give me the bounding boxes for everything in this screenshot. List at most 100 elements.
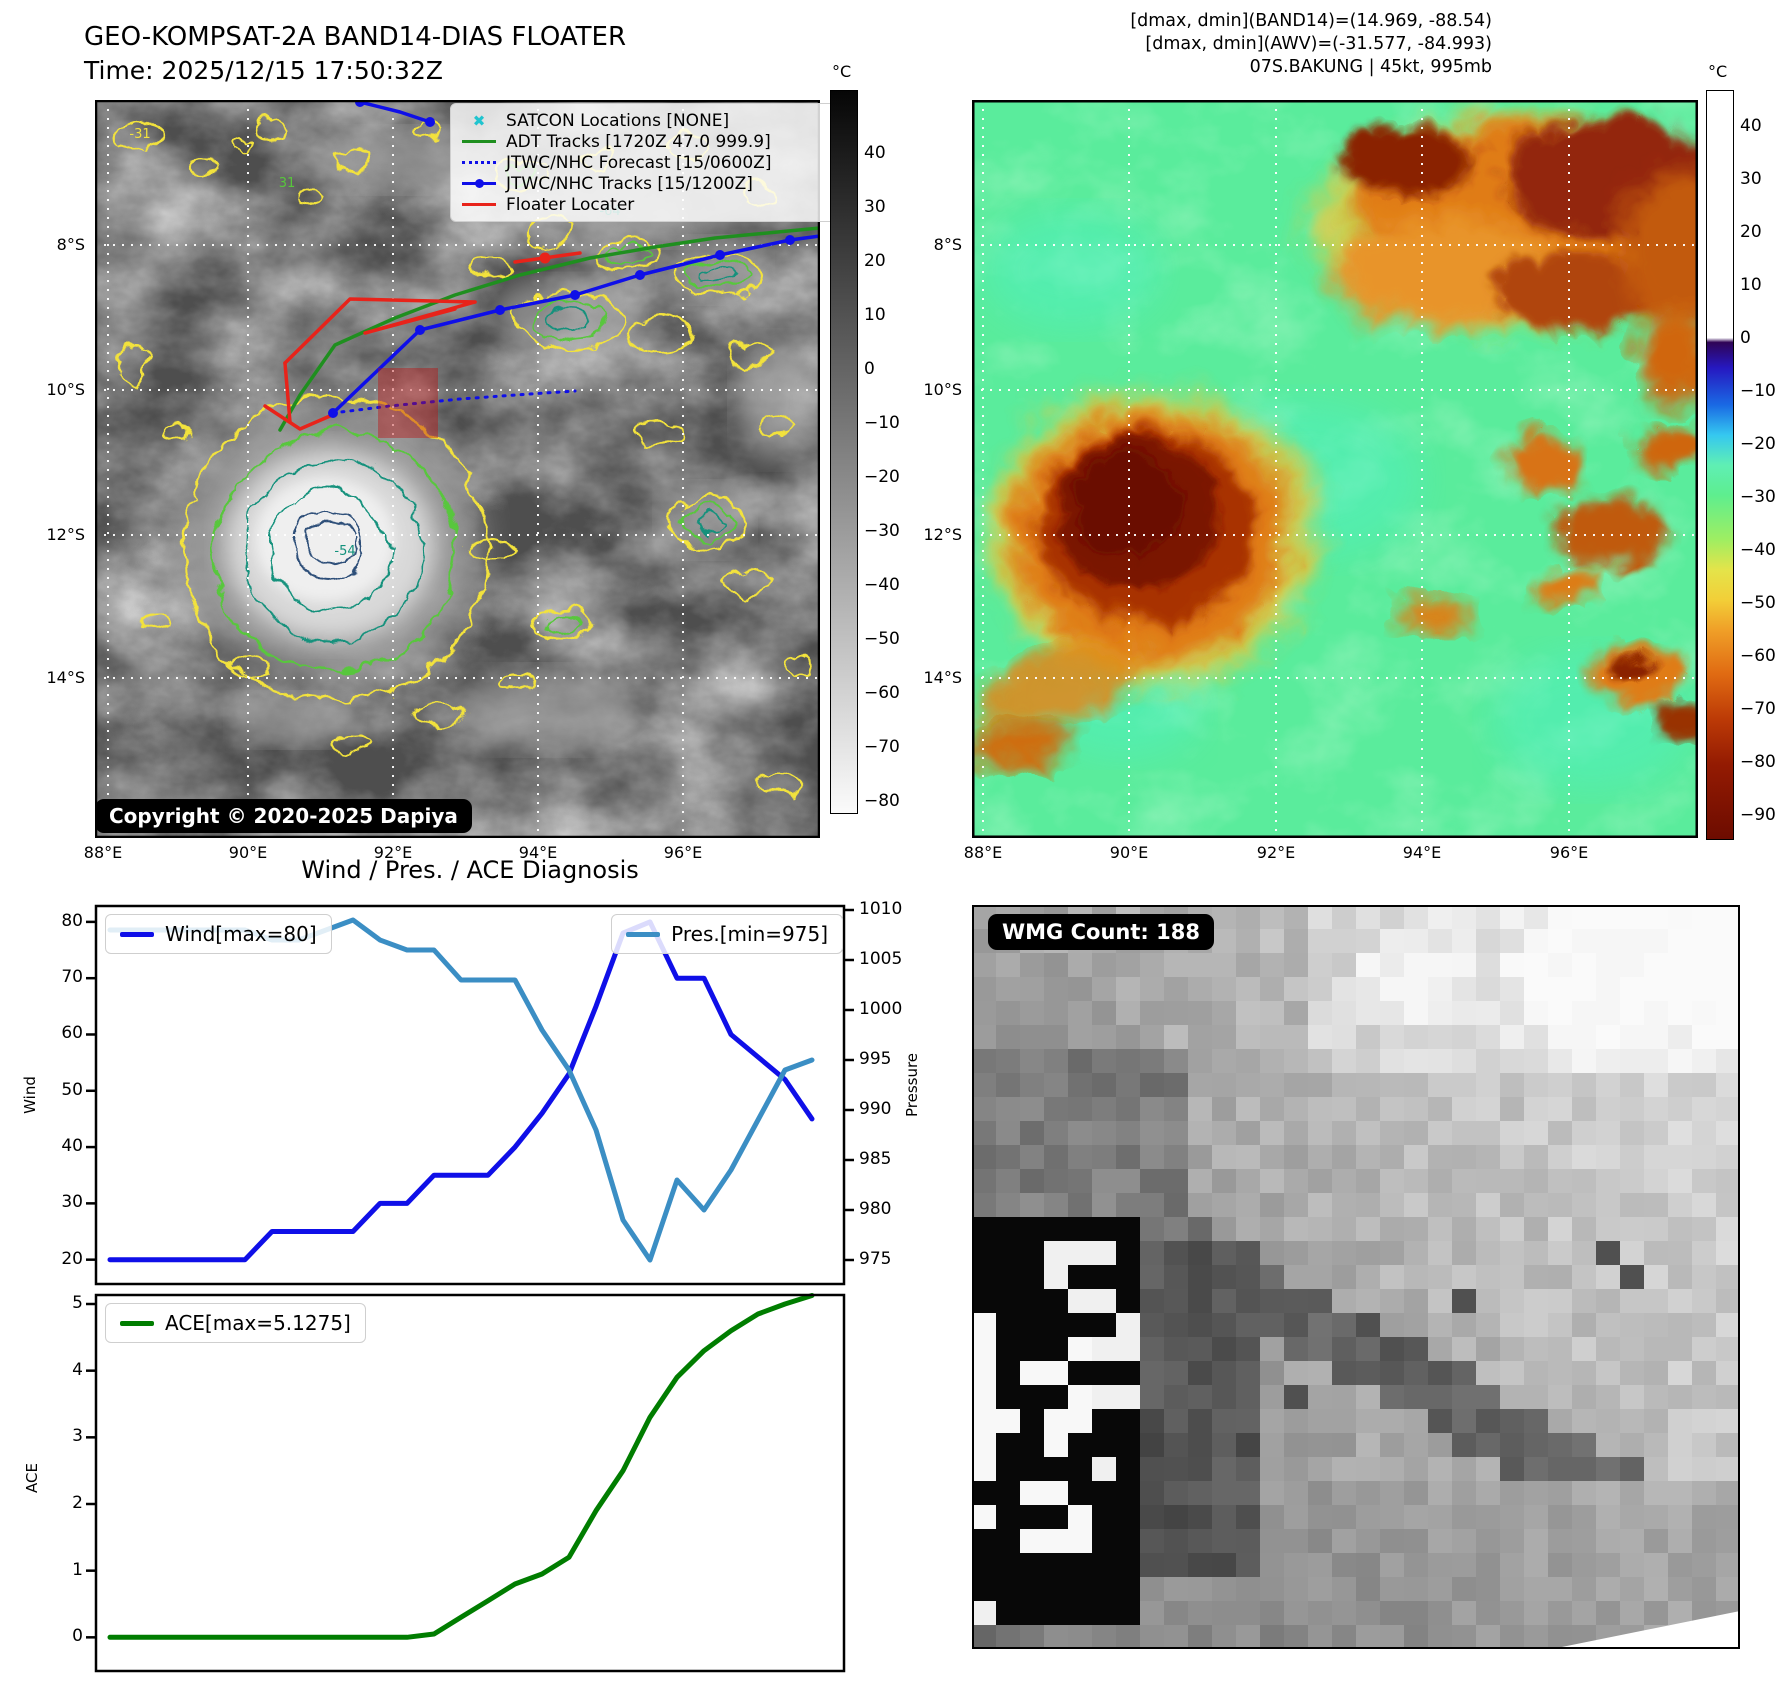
chart1-series — [107, 917, 815, 1263]
chart-title: Wind / Pres. / ACE Diagnosis — [301, 856, 639, 884]
jtwc-line-marker-icon — [461, 178, 497, 188]
band14-colorbar-tick: 0 — [864, 359, 875, 379]
chart1-series — [107, 919, 815, 1263]
map1-xtick: 96°E — [663, 843, 703, 862]
jtwc-track-line2 — [358, 100, 432, 124]
header-line-awv: [dmax, dmin](AWV)=(-31.577, -84.993) — [1145, 34, 1492, 54]
band14-colorbar-tick: −70 — [864, 737, 900, 757]
header-line-storm: 07S.BAKUNG | 45kt, 995mb — [1249, 57, 1492, 77]
awv-colorbar-tick: 40 — [1740, 116, 1762, 136]
map2-ytick: 14°S — [923, 668, 962, 687]
band14-colorbar-tick: −30 — [864, 521, 900, 541]
map-legend-label: SATCON Locations [NONE] — [506, 110, 730, 131]
map1-ytick: 10°S — [46, 380, 85, 399]
contour-label: -31 — [129, 127, 150, 142]
storm-contours — [176, 391, 484, 699]
chart1-right-tick: 1000 — [859, 999, 903, 1019]
chart1-left-tick: 30 — [61, 1192, 83, 1213]
map1-xtick: 90°E — [228, 843, 268, 862]
chart1-left-tick: 50 — [61, 1079, 83, 1100]
wind-legend-label: Wind[max=80] — [165, 922, 317, 946]
chart2-left-tick: 1 — [72, 1559, 83, 1580]
floater-marker — [539, 252, 551, 264]
band14-colorbar-tick: −40 — [864, 575, 900, 595]
chart1-left-tick: 20 — [61, 1248, 83, 1269]
wind-legend-swatch — [120, 931, 154, 937]
jtwc-track-line — [331, 234, 820, 415]
chart1-right-tick: 990 — [859, 1099, 892, 1119]
ace-legend-label: ACE[max=5.1275] — [165, 1311, 351, 1335]
awv-colorbar-tick: −10 — [1740, 381, 1776, 401]
ace-axis-label: ACE — [23, 1463, 41, 1493]
band14-colorbar-tick: −80 — [864, 791, 900, 811]
band14-colorbar-unit: °C — [832, 62, 852, 81]
chart1-right-tick: 1010 — [859, 899, 903, 919]
contour-label: 31 — [279, 176, 296, 191]
wind-pressure-chart — [86, 904, 854, 1286]
chart1-right-tick: 995 — [859, 1049, 892, 1069]
map-legend-label: Floater Locater — [506, 194, 635, 215]
map2-xtick: 94°E — [1402, 843, 1442, 862]
chart1-right-tick: 975 — [859, 1249, 892, 1269]
pressure-legend: Pres.[min=975] — [611, 914, 843, 954]
satcon-x-icon: ✖ — [472, 111, 486, 130]
map1-xtick: 88°E — [83, 843, 123, 862]
map2-xtick: 90°E — [1109, 843, 1149, 862]
awv-colorbar-tick: −50 — [1740, 593, 1776, 613]
map-legend: ✖ SATCON Locations [NONE] ADT Tracks [1720… — [450, 103, 840, 222]
track-overlays — [263, 100, 820, 438]
awv-colorbar-tick: −70 — [1740, 699, 1776, 719]
map-legend-label: JTWC/NHC Forecast [15/0600Z] — [506, 152, 772, 173]
pressure-legend-label: Pres.[min=975] — [671, 922, 828, 946]
map2-xtick: 92°E — [1256, 843, 1296, 862]
band14-colorbar-tick: 10 — [864, 305, 886, 325]
band14-colorbar-tick: −50 — [864, 629, 900, 649]
awv-colorbar-tick: −90 — [1740, 805, 1776, 825]
map1-ytick: 14°S — [46, 668, 85, 687]
map1-border — [95, 100, 820, 838]
chart2-series — [107, 1293, 815, 1640]
forecast-dotted-line-icon — [461, 161, 497, 164]
awv-colorbar-tick: 0 — [1740, 328, 1751, 348]
band14-colorbar-tick: 40 — [864, 143, 886, 163]
band14-colorbar-tick: −20 — [864, 467, 900, 487]
map2-border — [972, 100, 1698, 838]
map2-ytick: 10°S — [923, 380, 962, 399]
wmg-pixel-image — [972, 905, 1740, 1649]
ace-legend-swatch — [120, 1320, 154, 1326]
map2-warm-cloud-tops — [972, 110, 1698, 762]
panel1-subtitle: Time: 2025/12/15 17:50:32Z — [84, 56, 443, 85]
chart1-left-tick: 40 — [61, 1136, 83, 1157]
chart1-left-tick: 80 — [61, 910, 83, 931]
map1-xtick: 94°E — [518, 843, 558, 862]
map1-ytick: 8°S — [56, 235, 85, 254]
map-legend-item-adt: ADT Tracks [1720Z 47.0 999.9] — [461, 131, 829, 152]
chart2-left-tick: 4 — [72, 1359, 83, 1380]
storm-core — [176, 391, 484, 699]
map2-ytick: 12°S — [923, 525, 962, 544]
band14-colorbar-tick: 20 — [864, 251, 886, 271]
wmg-count-badge: WMG Count: 188 — [988, 914, 1214, 950]
adt-track-line — [278, 226, 820, 432]
awv-colorbar — [1706, 90, 1734, 840]
awv-colorbar-unit: °C — [1708, 62, 1728, 81]
panel1-title: GEO-KOMPSAT-2A BAND14-DIAS FLOATER — [84, 22, 627, 52]
floater-region-box — [378, 368, 438, 438]
chart1-right-tick: 985 — [859, 1149, 892, 1169]
chart2-left-tick: 3 — [72, 1426, 83, 1447]
map2-xtick: 88°E — [963, 843, 1003, 862]
awv-colorbar-tick: −30 — [1740, 487, 1776, 507]
forecast-track-line — [331, 389, 577, 415]
adt-line-icon — [461, 139, 497, 144]
map1-ytick: 12°S — [46, 525, 85, 544]
chart2-left-tick: 2 — [72, 1493, 83, 1513]
band14-colorbar — [830, 90, 858, 814]
header-line-band14: [dmax, dmin](BAND14)=(14.969, -88.54) — [1130, 11, 1492, 31]
awv-colorbar-tick: 30 — [1740, 169, 1762, 189]
ace-legend: ACE[max=5.1275] — [105, 1303, 366, 1343]
pressure-legend-swatch — [626, 931, 661, 937]
map-legend-item-floater: Floater Locater — [461, 194, 829, 215]
chart2-left-tick: 5 — [72, 1293, 83, 1313]
awv-satellite-map — [972, 100, 1698, 838]
